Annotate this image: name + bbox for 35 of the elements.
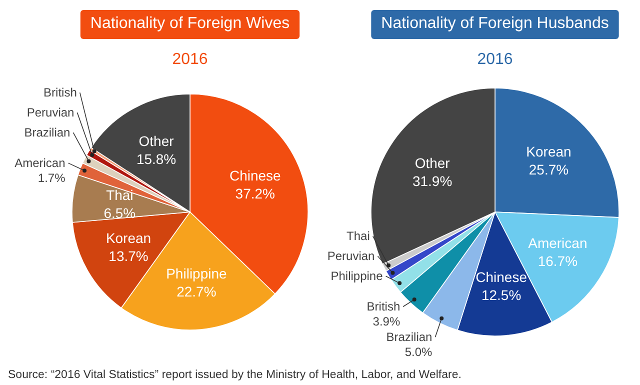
slice-label: American <box>528 235 588 252</box>
data-label: 3.9% <box>372 314 400 329</box>
data-label: 13.7% <box>108 248 148 264</box>
slice-label: Peruvian <box>26 106 74 120</box>
data-label: 16.7% <box>538 253 578 270</box>
chart-title: Nationality of Foreign Husbands <box>381 15 609 32</box>
slice-label: Other <box>414 154 450 171</box>
slice-label: Chinese <box>476 269 528 286</box>
slice-label: Other <box>138 132 174 149</box>
slice-label: Thai <box>106 186 134 203</box>
data-label: 15.8% <box>136 150 176 167</box>
slice-label: Philippine <box>166 266 228 282</box>
slice-label: Thai <box>346 229 370 244</box>
slice-label: Philippine <box>330 269 384 284</box>
data-label: 12.5% <box>481 287 522 304</box>
slice-label: American <box>14 156 66 170</box>
slice-label: British <box>366 300 400 314</box>
data-label: 25.7% <box>528 162 569 178</box>
data-label: 5.0% <box>404 345 433 360</box>
data-label: 31.9% <box>412 172 452 189</box>
slice-label: Korean <box>106 230 152 246</box>
chart-subtitle: 2016 <box>172 51 208 68</box>
slice-label: Peruvian <box>327 249 375 264</box>
data-label: 22.7% <box>176 284 216 300</box>
source-note: Source: “2016 Vital Statistics” report issued by the Ministry of Health, Labor, and Welfare. <box>8 369 462 381</box>
slice-label: Brazilian <box>386 330 432 344</box>
data-label: 1.7% <box>38 171 66 186</box>
chart-title: Nationality of Foreign Wives <box>90 15 290 32</box>
slice-label: Brazilian <box>24 126 70 140</box>
chart-subtitle: 2016 <box>477 51 513 68</box>
data-label: 6.5% <box>104 204 136 221</box>
slice-label: British <box>44 86 77 100</box>
slice-label: Korean <box>526 144 572 160</box>
slice-label: Chinese <box>229 167 282 184</box>
data-label: 37.2% <box>235 185 276 202</box>
